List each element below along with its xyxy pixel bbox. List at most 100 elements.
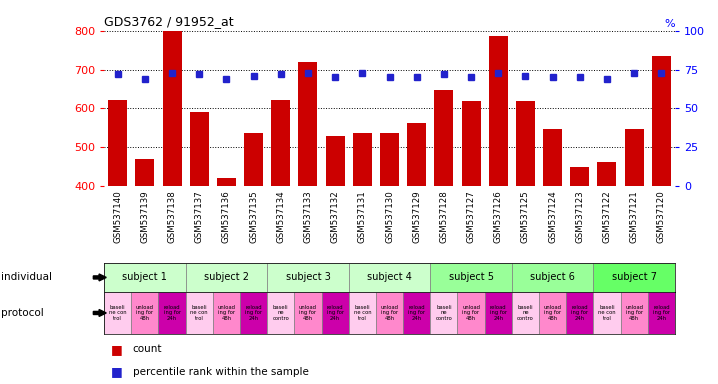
Text: reload
ing for
24h: reload ing for 24h xyxy=(245,305,262,321)
Bar xyxy=(462,101,480,186)
Bar xyxy=(190,113,209,186)
Text: subject 2: subject 2 xyxy=(204,272,249,283)
Text: unload
ing for
48h: unload ing for 48h xyxy=(544,305,561,321)
Bar xyxy=(326,136,345,186)
Bar xyxy=(403,292,430,334)
Text: ■: ■ xyxy=(111,365,123,378)
Bar xyxy=(597,162,617,186)
Text: GSM537138: GSM537138 xyxy=(167,190,177,243)
Bar xyxy=(294,292,322,334)
Text: subject 7: subject 7 xyxy=(612,272,657,283)
Bar xyxy=(217,179,236,186)
Bar xyxy=(593,263,675,292)
Text: GSM537126: GSM537126 xyxy=(494,190,503,243)
Text: unload
ing for
48h: unload ing for 48h xyxy=(136,305,154,321)
Bar xyxy=(567,292,593,334)
Text: GSM537136: GSM537136 xyxy=(222,190,231,243)
Bar xyxy=(299,62,317,186)
Text: unload
ing for
48h: unload ing for 48h xyxy=(625,305,643,321)
Text: GSM537125: GSM537125 xyxy=(521,190,530,243)
Text: count: count xyxy=(133,344,162,354)
Text: GSM537133: GSM537133 xyxy=(304,190,312,243)
Bar xyxy=(108,100,127,186)
Text: percentile rank within the sample: percentile rank within the sample xyxy=(133,366,309,377)
Text: subject 1: subject 1 xyxy=(123,272,167,283)
Bar xyxy=(434,90,453,186)
Text: reload
ing for
24h: reload ing for 24h xyxy=(408,305,425,321)
Text: protocol: protocol xyxy=(1,308,45,318)
Text: baseli
ne
contro: baseli ne contro xyxy=(272,305,289,321)
Text: GSM537129: GSM537129 xyxy=(412,190,421,243)
Text: unload
ing for
48h: unload ing for 48h xyxy=(462,305,480,321)
Text: GSM537123: GSM537123 xyxy=(575,190,584,243)
Bar xyxy=(380,133,399,186)
Bar xyxy=(625,129,643,186)
Bar xyxy=(131,292,159,334)
Text: GSM537122: GSM537122 xyxy=(602,190,612,243)
Text: GSM537120: GSM537120 xyxy=(657,190,666,243)
Bar xyxy=(244,133,263,186)
Text: GSM537127: GSM537127 xyxy=(467,190,475,243)
Text: reload
ing for
24h: reload ing for 24h xyxy=(572,305,588,321)
Text: GSM537121: GSM537121 xyxy=(630,190,638,243)
Text: GSM537131: GSM537131 xyxy=(358,190,367,243)
Text: reload
ing for
24h: reload ing for 24h xyxy=(653,305,670,321)
Text: unload
ing for
48h: unload ing for 48h xyxy=(218,305,236,321)
Text: GSM537132: GSM537132 xyxy=(331,190,340,243)
Bar xyxy=(162,31,182,186)
Bar xyxy=(407,123,426,186)
Text: reload
ing for
24h: reload ing for 24h xyxy=(327,305,344,321)
Bar xyxy=(186,263,267,292)
Bar xyxy=(457,292,485,334)
Text: baseli
ne con
trol: baseli ne con trol xyxy=(353,305,371,321)
Text: reload
ing for
24h: reload ing for 24h xyxy=(490,305,507,321)
Bar xyxy=(516,101,535,186)
Text: %: % xyxy=(664,19,675,29)
Bar xyxy=(322,292,349,334)
Text: GSM537130: GSM537130 xyxy=(385,190,394,243)
Bar xyxy=(136,159,154,186)
Text: baseli
ne con
trol: baseli ne con trol xyxy=(598,305,616,321)
Bar xyxy=(240,292,267,334)
Bar xyxy=(593,292,620,334)
Bar xyxy=(430,263,512,292)
Bar xyxy=(349,292,376,334)
Text: GSM537124: GSM537124 xyxy=(548,190,557,243)
Bar xyxy=(620,292,648,334)
Bar xyxy=(430,292,457,334)
Bar xyxy=(570,167,589,186)
Bar xyxy=(543,129,562,186)
Bar xyxy=(104,263,186,292)
Text: GSM537135: GSM537135 xyxy=(249,190,258,243)
Bar xyxy=(652,56,671,186)
Text: subject 4: subject 4 xyxy=(367,272,412,283)
Text: GDS3762 / 91952_at: GDS3762 / 91952_at xyxy=(104,15,234,28)
Text: unload
ing for
48h: unload ing for 48h xyxy=(299,305,317,321)
Text: subject 3: subject 3 xyxy=(286,272,330,283)
Text: baseli
ne
contro: baseli ne contro xyxy=(436,305,452,321)
Text: GSM537140: GSM537140 xyxy=(113,190,122,243)
Text: baseli
ne
contro: baseli ne contro xyxy=(517,305,533,321)
Text: ■: ■ xyxy=(111,343,123,356)
Bar xyxy=(104,292,131,334)
Text: subject 5: subject 5 xyxy=(449,272,493,283)
Bar xyxy=(213,292,240,334)
Bar xyxy=(159,292,186,334)
Bar xyxy=(267,263,349,292)
Bar xyxy=(512,292,539,334)
Bar xyxy=(485,292,512,334)
Bar xyxy=(376,292,403,334)
Text: baseli
ne con
trol: baseli ne con trol xyxy=(109,305,126,321)
Text: subject 6: subject 6 xyxy=(530,272,575,283)
Text: GSM537134: GSM537134 xyxy=(276,190,285,243)
Bar xyxy=(353,133,372,186)
Text: individual: individual xyxy=(1,272,52,283)
Text: GSM537128: GSM537128 xyxy=(439,190,448,243)
Bar xyxy=(271,100,290,186)
Text: GSM537139: GSM537139 xyxy=(141,190,149,243)
Bar xyxy=(539,292,567,334)
Text: reload
ing for
24h: reload ing for 24h xyxy=(164,305,181,321)
Bar xyxy=(349,263,430,292)
Bar xyxy=(267,292,294,334)
Text: GSM537137: GSM537137 xyxy=(195,190,204,243)
